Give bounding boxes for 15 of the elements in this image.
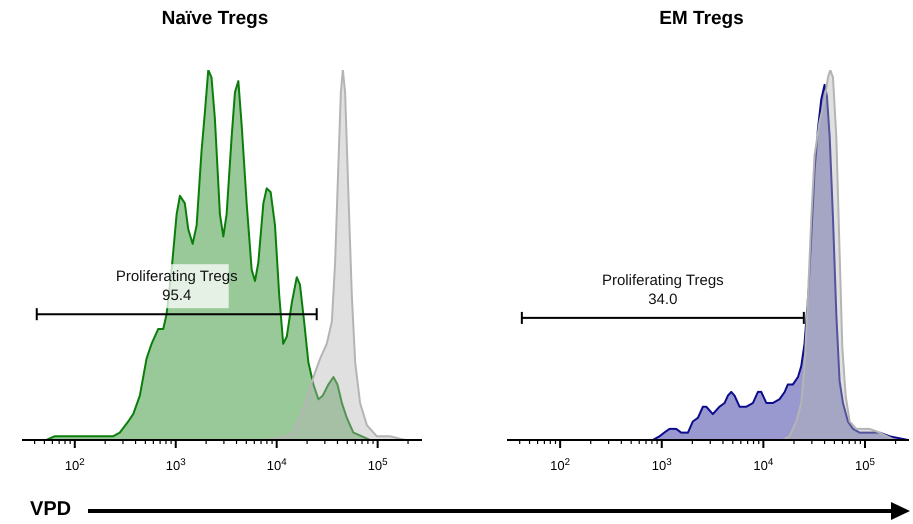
- x-tick-label: 10$^{3}$: [166, 456, 186, 473]
- x-tick-label: 10$^{5}$: [855, 456, 876, 473]
- annotation: 34.0: [648, 290, 678, 308]
- chart-title: Naïve Tregs: [160, 8, 270, 30]
- annotation: 95.4: [162, 287, 192, 304]
- x-tick-label: 10$^{4}$: [753, 456, 774, 473]
- annotation: Proliferating Tregs: [602, 272, 724, 289]
- x-tick-label: 10$^{3}$: [652, 456, 672, 473]
- annotation: Proliferating Tregs: [116, 268, 238, 286]
- x-tick-label: 10$^{2}$: [550, 456, 570, 473]
- x-axis-title: VPD: [30, 498, 72, 521]
- x-tick-label: 10$^{4}$: [266, 456, 288, 473]
- x-tick-label: 10$^{5}$: [368, 456, 388, 473]
- chart-title: EM Tregs: [658, 8, 745, 30]
- x-tick-label: 10$^{2}$: [64, 456, 85, 473]
